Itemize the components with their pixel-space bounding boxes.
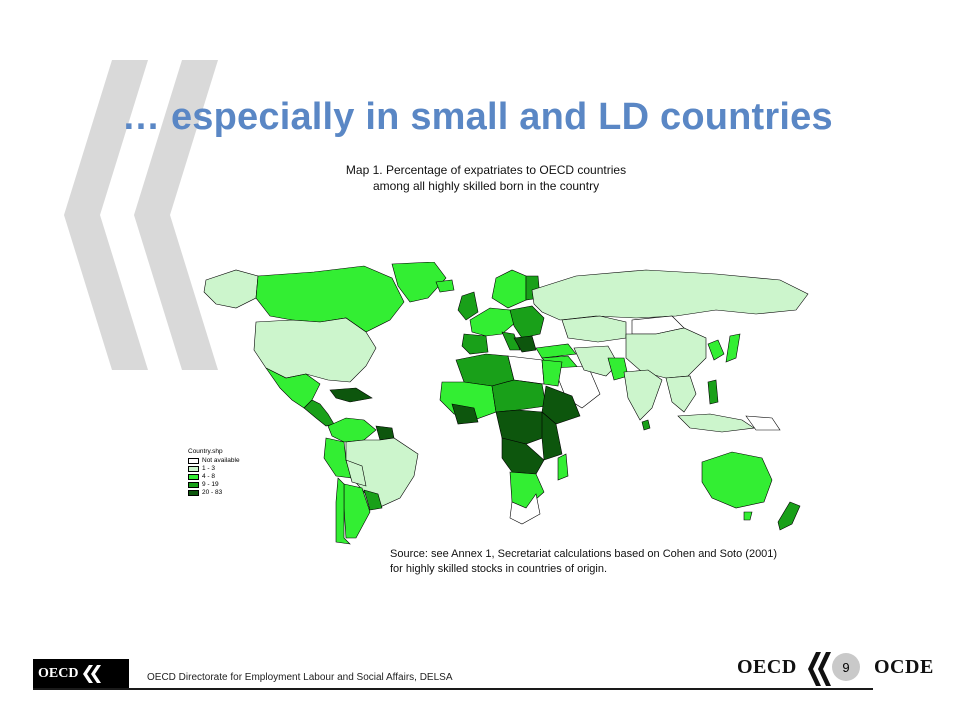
legend-label: Not available	[202, 457, 240, 464]
map-balkans	[513, 335, 537, 353]
legend-item: 1 - 3	[188, 465, 268, 473]
map-south-africa	[509, 493, 541, 525]
map-india	[623, 369, 663, 421]
legend-item: 4 - 8	[188, 473, 268, 481]
map-southeast-asia	[665, 375, 697, 413]
oecd-logo: OECD	[33, 659, 129, 688]
legend-item: 9 - 19	[188, 481, 268, 489]
oecd-logo-text: OECD	[38, 665, 79, 681]
legend-item: 20 - 83	[188, 489, 268, 497]
source-line1: Source: see Annex 1, Secretariat calcula…	[390, 548, 778, 560]
map-new-zealand	[777, 501, 801, 531]
legend-label: 1 - 3	[202, 465, 216, 472]
page-number: 9	[832, 653, 860, 681]
map-tasmania	[743, 511, 753, 521]
legend-swatch	[188, 482, 199, 488]
map-kazakhstan	[561, 315, 627, 343]
oecd-chevron-icon	[83, 664, 102, 683]
map-japan	[725, 333, 741, 363]
map-western-europe	[469, 307, 517, 337]
map-title-line2: among all highly skilled born in the cou…	[372, 178, 600, 193]
chevron-watermark-icon	[64, 60, 218, 370]
map-bolivia	[345, 459, 367, 487]
map-north-africa-west	[455, 353, 515, 387]
map-egypt	[541, 359, 563, 387]
legend-swatch	[188, 474, 199, 480]
map-eastern-europe	[509, 305, 545, 339]
map-east-africa	[541, 411, 563, 461]
map-caribbean	[329, 387, 373, 403]
map-guinea-coast	[451, 403, 479, 425]
map-papua	[745, 415, 781, 431]
legend-item: Not available	[188, 457, 268, 465]
map-source: Source: see Annex 1, Secretariat calcula…	[390, 547, 820, 577]
footer-divider	[33, 688, 873, 690]
map-iceland	[435, 279, 455, 293]
brand-chevron-icon	[808, 652, 831, 686]
map-alaska	[203, 269, 259, 309]
map-iberia	[461, 333, 489, 355]
map-title: Map 1. Percentage of expatriates to OECD…	[316, 163, 656, 194]
legend-label: 20 - 83	[202, 489, 223, 496]
map-sahel	[491, 379, 547, 413]
map-colombia-venezuela	[327, 417, 377, 443]
brand-ocde: OCDE	[874, 656, 934, 678]
map-sri-lanka	[641, 419, 651, 431]
map-scandinavia	[491, 269, 527, 309]
map-philippines	[707, 379, 719, 405]
world-map	[203, 262, 809, 545]
map-indonesia	[677, 413, 755, 433]
footer-directorate: OECD Directorate for Employment Labour a…	[147, 672, 453, 683]
map-angola-zambia	[501, 437, 545, 475]
map-legend: Country.shp Not available 1 - 3 4 - 8 9 …	[188, 448, 268, 497]
map-guianas	[375, 425, 395, 441]
brand-oecd: OECD	[737, 656, 797, 678]
legend-swatch	[188, 490, 199, 496]
map-korea-japan	[707, 339, 725, 361]
map-paraguay-uruguay	[363, 489, 383, 511]
map-horn-africa	[541, 385, 581, 425]
map-southern-africa	[509, 471, 545, 509]
source-line2: for highly skilled stocks in countries o…	[390, 563, 608, 575]
legend-swatch	[188, 466, 199, 472]
map-madagascar	[557, 453, 569, 481]
legend-title: Country.shp	[188, 448, 223, 455]
map-central-america	[303, 399, 335, 427]
map-greenland	[391, 262, 447, 303]
slide-title: … especially in small and LD countries	[122, 96, 833, 138]
map-title-line1: Map 1. Percentage of expatriates to OECD…	[345, 163, 627, 177]
legend-swatch	[188, 458, 199, 464]
map-australia	[701, 451, 773, 509]
legend-label: 4 - 8	[202, 473, 216, 480]
map-italy	[501, 331, 521, 351]
map-uk-ireland	[457, 291, 479, 321]
map-turkey	[535, 343, 577, 359]
map-china	[625, 327, 707, 379]
map-russia	[531, 269, 809, 321]
map-chile	[335, 477, 351, 545]
legend-label: 9 - 19	[202, 481, 219, 488]
